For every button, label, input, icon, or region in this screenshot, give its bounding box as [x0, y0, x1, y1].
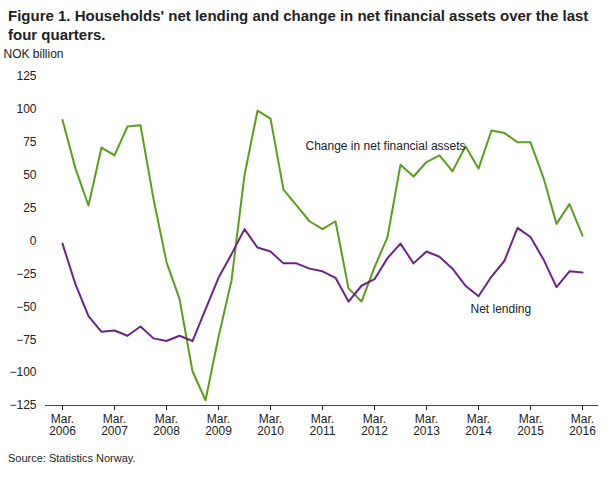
svg-text:Mar.2016: Mar.2016 [569, 412, 596, 438]
svg-text:50: 50 [23, 168, 37, 182]
svg-text:Mar.2012: Mar.2012 [361, 412, 388, 438]
svg-text:−125: −125 [9, 398, 36, 412]
svg-text:Change in net financial assets: Change in net financial assets [306, 139, 466, 153]
svg-text:−75: −75 [16, 333, 37, 347]
svg-text:−25: −25 [16, 267, 37, 281]
html-text:Source: Statistics Norway.: Source: Statistics Norway. [8, 452, 136, 464]
svg-text:75: 75 [23, 135, 37, 149]
svg-text:Mar.2014: Mar.2014 [465, 412, 492, 438]
svg-text:Net lending: Net lending [471, 302, 532, 316]
svg-text:Mar.2008: Mar.2008 [153, 412, 180, 438]
svg-text:100: 100 [16, 102, 36, 116]
svg-text:−100: −100 [9, 365, 36, 379]
svg-text:Mar.2011: Mar.2011 [310, 412, 336, 438]
svg-text:Mar.2013: Mar.2013 [413, 412, 440, 438]
svg-text:NOK billion: NOK billion [4, 47, 64, 61]
svg-text:25: 25 [23, 201, 37, 215]
svg-text:0: 0 [30, 234, 37, 248]
svg-text:125: 125 [16, 69, 36, 83]
html-text:Figure 1. Households' net lend: Figure 1. Households' net lending and ch… [8, 7, 589, 43]
svg-text:Mar.2007: Mar.2007 [101, 412, 128, 438]
svg-text:Mar.2006: Mar.2006 [49, 412, 76, 438]
svg-text:−50: −50 [16, 300, 37, 314]
svg-text:Mar.2010: Mar.2010 [257, 412, 284, 438]
svg-text:Mar.2009: Mar.2009 [205, 412, 232, 438]
svg-text:Mar.2015: Mar.2015 [517, 412, 544, 438]
